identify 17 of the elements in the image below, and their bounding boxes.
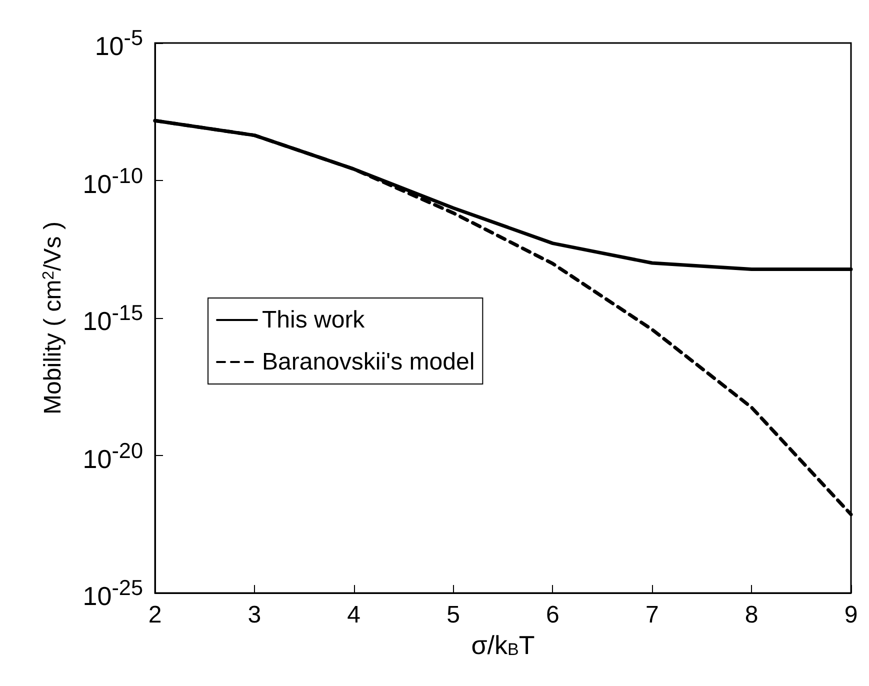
legend-label: Baranovskii's model: [262, 348, 475, 376]
y-tick-label: 10$^{-10}$: [82, 162, 143, 198]
x-axis-title: σ/kBT: [471, 630, 535, 660]
y-axis-title: Mobility ( cm2/Vs ): [40, 222, 66, 414]
legend-label: This work: [262, 306, 366, 334]
y-tick-label: 10$^{-20}$: [82, 438, 143, 474]
x-tick-label: 7: [645, 602, 659, 628]
x-tick-label: 5: [446, 602, 460, 628]
x-tick-label: 3: [248, 602, 262, 628]
y-tick-label: 10$^{-25}$: [82, 575, 143, 611]
y-tick-label: 10$^{-15}$: [82, 300, 143, 336]
x-tick-label: 6: [546, 602, 560, 628]
x-tick-label: 9: [844, 602, 858, 628]
x-tick-label: 4: [347, 602, 361, 628]
x-tick-label: 8: [744, 602, 758, 628]
x-tick-label: 2: [148, 602, 162, 628]
y-tick-label: 10$^{-5}$: [94, 25, 143, 61]
